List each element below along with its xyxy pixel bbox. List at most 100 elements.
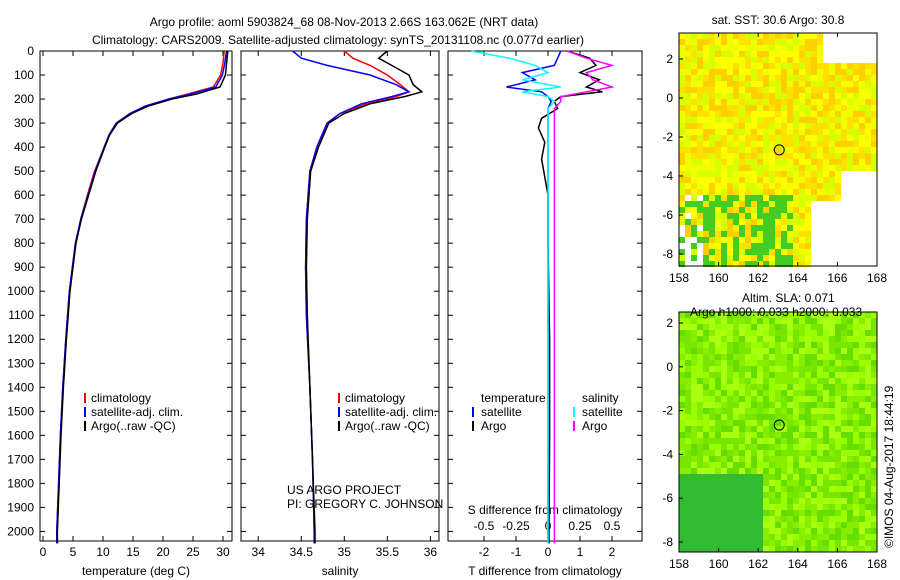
map-cell	[829, 105, 835, 111]
map-cell	[745, 207, 751, 213]
map-cell	[721, 99, 727, 105]
map-cell	[811, 57, 817, 63]
map-cell	[847, 360, 853, 366]
title-line2: Climatology: CARS2009. Satellite-adjuste…	[92, 33, 584, 47]
map-cell	[757, 450, 763, 456]
map-cell	[751, 372, 757, 378]
map-cell	[859, 546, 865, 552]
map-cell	[847, 534, 853, 540]
map-cell	[787, 378, 793, 384]
map-cell	[775, 63, 781, 69]
legend-swatch	[472, 407, 474, 417]
map-cell	[703, 378, 709, 384]
map-cell	[739, 426, 745, 432]
map-cell	[751, 87, 757, 93]
map-cell	[751, 426, 757, 432]
y-tick-label: 1600	[7, 428, 34, 442]
map-cell	[763, 516, 769, 522]
map-cell	[769, 540, 775, 546]
map-cell	[739, 93, 745, 99]
map-cell	[799, 534, 805, 540]
map-cell	[853, 135, 859, 141]
map-cell	[727, 528, 733, 534]
map-cell	[733, 135, 739, 141]
map-cell	[865, 360, 871, 366]
map-cell	[793, 378, 799, 384]
map-cell	[871, 540, 877, 546]
map-cell	[829, 474, 835, 480]
map-cell	[685, 432, 691, 438]
map-cell	[817, 105, 823, 111]
map-cell	[721, 402, 727, 408]
map-cell	[805, 468, 811, 474]
map-0	[679, 33, 877, 267]
map-cell	[793, 510, 799, 516]
legend-label: satellite	[582, 405, 623, 419]
map-cell	[871, 414, 877, 420]
map-cell	[703, 219, 709, 225]
map-cell	[769, 324, 775, 330]
map-cell	[763, 135, 769, 141]
map-cell	[835, 414, 841, 420]
map-cell	[745, 396, 751, 402]
map-cell	[685, 45, 691, 51]
map-cell	[733, 255, 739, 261]
map-cell	[733, 468, 739, 474]
map-cell	[769, 147, 775, 153]
map-cell	[835, 171, 841, 177]
y-tick-label: 1000	[7, 284, 34, 298]
map-cell	[721, 468, 727, 474]
map-cell	[745, 534, 751, 540]
map-cell	[751, 312, 757, 318]
map-cell	[805, 450, 811, 456]
map-cell	[865, 135, 871, 141]
map-cell	[769, 444, 775, 450]
map-cell	[847, 504, 853, 510]
map-cell	[829, 384, 835, 390]
map-cell	[859, 438, 865, 444]
map-cell	[715, 123, 721, 129]
map-cell	[865, 504, 871, 510]
map-cell	[721, 366, 727, 372]
map-cell	[811, 129, 817, 135]
map-cell	[829, 111, 835, 117]
map-cell	[805, 318, 811, 324]
map-cell	[787, 540, 793, 546]
map-cell	[745, 402, 751, 408]
map-cell	[727, 402, 733, 408]
map-cell	[727, 63, 733, 69]
map-cell	[727, 420, 733, 426]
map-cell	[829, 87, 835, 93]
map-cell	[769, 69, 775, 75]
lat-tick-label: -4	[662, 447, 673, 461]
map-cell	[685, 165, 691, 171]
map-cell	[823, 153, 829, 159]
map-cell	[841, 420, 847, 426]
map-cell	[769, 111, 775, 117]
map-cell	[709, 201, 715, 207]
map-cell	[703, 456, 709, 462]
map-cell	[697, 456, 703, 462]
map-cell	[739, 243, 745, 249]
map-cell	[691, 189, 697, 195]
map-cell	[841, 378, 847, 384]
map-cell	[853, 414, 859, 420]
map-cell	[805, 408, 811, 414]
map-cell	[733, 165, 739, 171]
map-cell	[685, 486, 691, 492]
map-cell	[763, 177, 769, 183]
map-cell	[763, 153, 769, 159]
map-cell	[685, 129, 691, 135]
map-cell	[685, 534, 691, 540]
map-cell	[811, 414, 817, 420]
map-cell	[835, 63, 841, 69]
map-cell	[721, 486, 727, 492]
map-cell	[715, 462, 721, 468]
map-cell	[775, 195, 781, 201]
map-cell	[823, 69, 829, 75]
map-cell	[805, 384, 811, 390]
map-cell	[709, 255, 715, 261]
map-cell	[721, 492, 727, 498]
map-cell	[805, 474, 811, 480]
map-cell	[733, 39, 739, 45]
